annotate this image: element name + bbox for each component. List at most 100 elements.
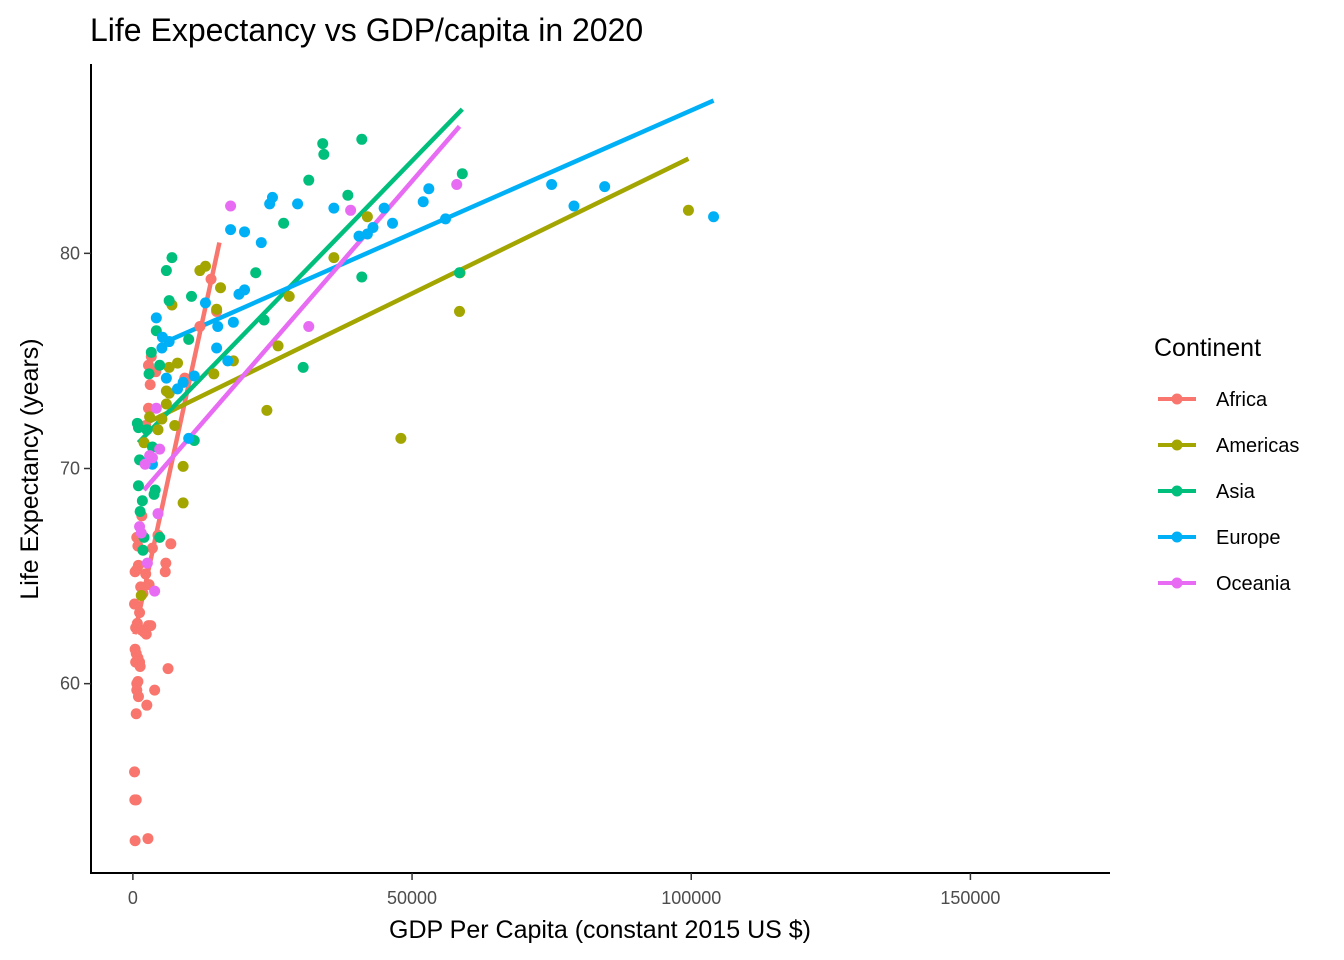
x-tick-label: 50000 — [387, 888, 437, 908]
point-oceania — [451, 178, 463, 190]
point-oceania — [141, 557, 153, 569]
trend-line-europe — [165, 98, 715, 344]
legend-item-oceania: Oceania — [1158, 573, 1291, 595]
point-asia — [154, 359, 166, 371]
point-africa — [149, 684, 161, 696]
point-europe — [266, 191, 278, 203]
legend-item-europe: Europe — [1158, 527, 1281, 549]
legend-item-africa: Africa — [1158, 389, 1268, 411]
point-asia — [145, 346, 157, 358]
point-africa — [146, 542, 158, 554]
legend-key-point — [1171, 485, 1183, 497]
point-americas — [160, 385, 172, 397]
point-asia — [132, 480, 144, 492]
point-europe — [440, 213, 452, 225]
y-axis-title: Life Expectancy (years) — [16, 338, 44, 599]
point-oceania — [303, 320, 315, 332]
point-americas — [211, 303, 223, 315]
point-oceania — [154, 443, 166, 455]
point-africa — [194, 320, 206, 332]
trend-lines — [132, 98, 715, 635]
point-europe — [188, 370, 200, 382]
trend-line-asia — [136, 107, 464, 445]
point-europe — [378, 202, 390, 214]
point-asia — [356, 133, 368, 145]
legend-label: Europe — [1216, 527, 1281, 549]
point-asia — [342, 189, 354, 201]
point-europe — [328, 202, 340, 214]
point-americas — [177, 460, 189, 472]
point-americas — [156, 413, 168, 425]
point-americas — [199, 260, 211, 272]
point-oceania — [225, 200, 237, 212]
point-europe — [160, 372, 172, 384]
point-europe — [387, 217, 399, 229]
point-africa — [143, 402, 155, 414]
point-europe — [423, 183, 435, 195]
plot-area — [129, 98, 720, 847]
point-asia — [454, 267, 466, 279]
point-asia — [456, 168, 468, 180]
point-europe — [225, 224, 237, 236]
point-europe — [183, 432, 195, 444]
point-africa — [143, 359, 155, 371]
point-oceania — [150, 402, 162, 414]
point-americas — [152, 424, 164, 436]
point-europe — [568, 200, 580, 212]
legend-label: Africa — [1216, 389, 1268, 411]
point-africa — [129, 598, 141, 610]
point-europe — [177, 376, 189, 388]
legend-key-point — [1171, 393, 1183, 405]
point-americas — [135, 589, 147, 601]
point-asia — [160, 265, 172, 277]
point-oceania — [149, 585, 161, 597]
legend-key-point — [1171, 439, 1183, 451]
point-asia — [143, 368, 155, 380]
point-americas — [215, 282, 227, 294]
legend: Continent Africa Americas Asia Europe Oceani… — [1154, 334, 1299, 595]
point-asia — [163, 295, 175, 307]
point-americas — [138, 437, 150, 449]
point-asia — [356, 271, 368, 283]
point-asia — [183, 333, 195, 345]
point-europe — [163, 336, 175, 348]
point-europe — [199, 297, 211, 309]
trend-line-americas — [140, 156, 690, 428]
legend-label: Asia — [1216, 481, 1256, 503]
point-americas — [261, 404, 273, 416]
point-europe — [367, 222, 379, 234]
point-europe — [708, 211, 720, 223]
point-asia — [132, 422, 144, 434]
point-americas — [144, 411, 156, 423]
x-tick-label: 100000 — [661, 888, 721, 908]
y-tick-label: 60 — [60, 674, 80, 694]
point-africa — [142, 833, 154, 845]
point-europe — [211, 342, 223, 354]
point-africa — [165, 538, 177, 550]
point-americas — [177, 497, 189, 509]
point-asia — [250, 267, 262, 279]
point-oceania — [135, 527, 147, 539]
point-europe — [417, 196, 429, 208]
point-africa — [144, 379, 156, 391]
point-oceania — [345, 204, 357, 216]
trend-line-oceania — [142, 124, 462, 492]
point-africa — [130, 794, 142, 806]
point-africa — [132, 691, 144, 703]
point-americas — [395, 432, 407, 444]
x-axis-ticks: 0 50000 100000 150000 — [128, 873, 1000, 908]
point-africa — [132, 652, 144, 664]
point-europe — [599, 181, 611, 193]
point-africa — [145, 620, 157, 632]
point-africa — [140, 568, 152, 580]
point-oceania — [139, 458, 151, 470]
y-axis-ticks: 60 70 80 — [60, 243, 91, 694]
point-africa — [141, 699, 153, 711]
point-asia — [136, 495, 148, 507]
point-asia — [134, 506, 146, 518]
point-americas — [454, 305, 466, 317]
point-americas — [682, 204, 694, 216]
x-tick-label: 0 — [128, 888, 138, 908]
point-europe — [150, 312, 162, 324]
